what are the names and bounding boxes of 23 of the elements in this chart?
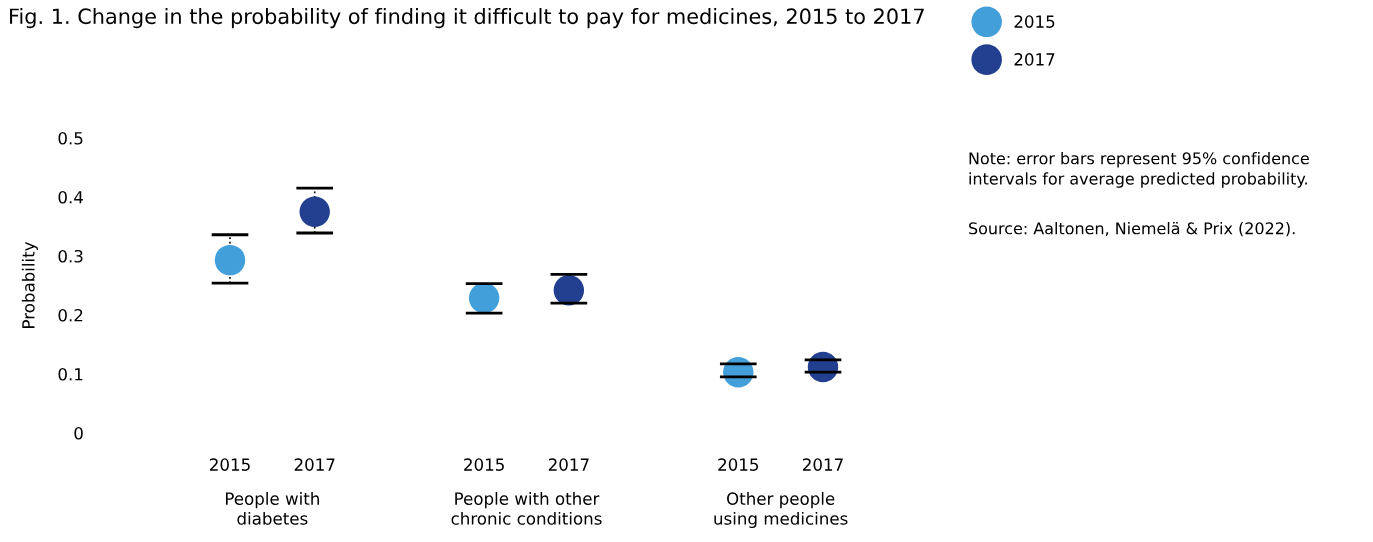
x-tick-label: 2015 <box>464 458 504 471</box>
y-tick-label: 0.2 <box>58 308 83 322</box>
x-tick-label: 2015 <box>210 458 250 471</box>
y-tick-label: 0.3 <box>58 249 83 263</box>
point <box>299 196 330 227</box>
point <box>214 244 246 276</box>
chart-title: Fig. 1. Change in the probability of finding it difficult to pay for medicines, 2015 to 2017 <box>10 8 924 29</box>
text: Other people using medicines <box>714 492 848 529</box>
y-tick-label: 0.1 <box>58 367 83 381</box>
x-tick-label: 2017 <box>294 458 335 471</box>
legend-label: 2017 <box>1014 53 1055 66</box>
y-tick-label: 0.4 <box>58 190 83 204</box>
x-tick-label: 2017 <box>548 458 589 471</box>
text: Note: error bars represent 95% confidence intervals for average predicted probability. <box>969 152 1309 188</box>
x-tick-label: 2015 <box>718 458 759 471</box>
y-tick-label: 0.5 <box>58 131 83 145</box>
y-axis-title: Probability <box>21 241 38 328</box>
y-tick-label: 0 <box>74 426 83 440</box>
text: People with diabetes <box>225 492 319 525</box>
text: People with other chronic conditions <box>451 492 602 525</box>
legend-label: 2015 <box>1014 15 1055 28</box>
x-tick-label: 2017 <box>803 458 843 471</box>
source-note: Source: Aaltonen, Niemelä & Prix (2022). <box>969 222 1295 237</box>
